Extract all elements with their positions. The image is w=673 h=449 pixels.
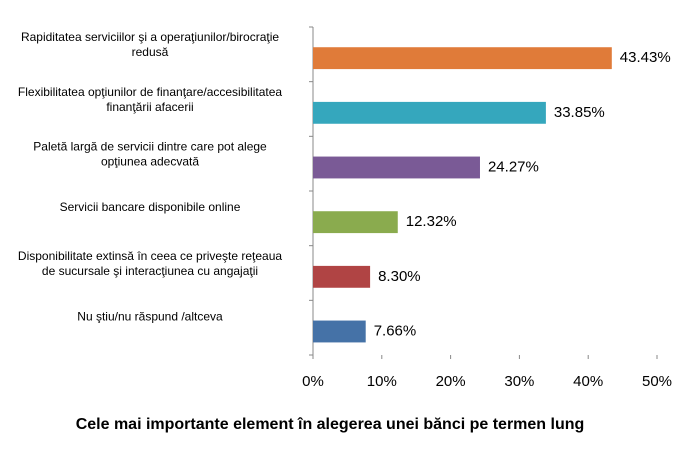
value-label: 8.30%: [378, 268, 421, 285]
bar: [313, 156, 480, 179]
y-tick-label: Nu ştiu/nu răspund /altceva: [77, 310, 223, 324]
value-label: 43.43%: [620, 49, 671, 66]
y-tick-label: redusă: [132, 45, 169, 59]
x-tick-label: 50%: [642, 373, 672, 390]
y-tick-label: Rapiditatea serviciilor şi a operaţiunil…: [21, 30, 279, 44]
chart-title: Cele mai importante element în alegerea …: [76, 416, 585, 433]
value-label: 33.85%: [554, 104, 605, 121]
y-tick-label: de sucursale şi interacţiunea cu angajaţ…: [42, 264, 258, 278]
x-tick-label: 10%: [367, 373, 397, 390]
bar: [313, 320, 366, 343]
x-tick-label: 40%: [573, 373, 603, 390]
y-tick-label: Paletă largă de servicii dintre care pot…: [33, 140, 267, 154]
y-tick-label: Disponibilitate extinsă în ceea ce prive…: [18, 249, 282, 263]
y-tick-label: finanţării afacerii: [106, 100, 193, 114]
value-label: 12.32%: [406, 213, 457, 230]
bar: [313, 265, 371, 288]
value-label: 7.66%: [374, 322, 417, 339]
bar: [313, 101, 546, 124]
y-tick-label: Flexibilitatea opţiunilor de finanţare/a…: [18, 85, 282, 99]
bar: [313, 211, 398, 234]
value-label: 24.27%: [488, 158, 539, 175]
x-tick-label: 20%: [436, 373, 466, 390]
x-tick-label: 0%: [302, 373, 324, 390]
y-tick-label: opţiunea adecvată: [101, 155, 199, 169]
x-tick-label: 30%: [504, 373, 534, 390]
y-tick-label: Servicii bancare disponibile online: [60, 200, 241, 214]
bar: [313, 47, 612, 70]
